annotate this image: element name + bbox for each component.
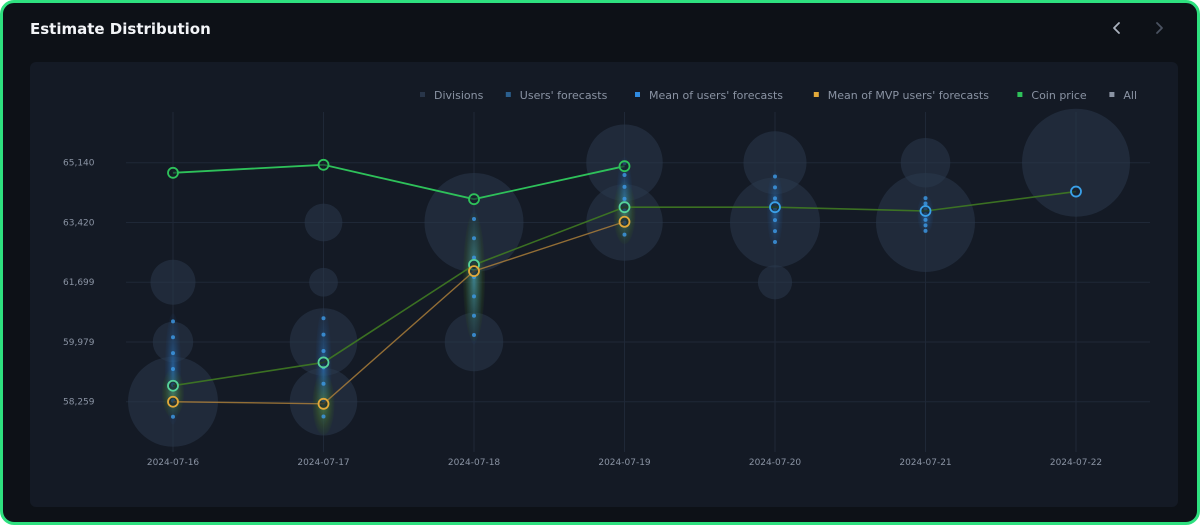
users-forecast-point xyxy=(773,185,777,190)
legend-marker xyxy=(1109,92,1115,97)
y-tick-label: 58,259 xyxy=(63,398,95,408)
legend-marker xyxy=(1017,92,1023,97)
users-forecast-point xyxy=(321,316,326,321)
legend-item[interactable]: Users' forecasts xyxy=(505,89,608,102)
series-point xyxy=(618,160,631,173)
x-tick-label: 2024-07-17 xyxy=(297,458,349,468)
users-forecast-point xyxy=(923,228,928,233)
users-forecast-point xyxy=(472,333,476,338)
users-forecast-point xyxy=(472,313,476,318)
y-tick-label: 65,140 xyxy=(63,159,95,169)
chevron-right-icon xyxy=(1156,22,1163,34)
division-bubble xyxy=(900,137,951,188)
division-bubble xyxy=(743,131,807,195)
legend-label: Mean of MVP users' forecasts xyxy=(828,89,989,102)
legend-label: Users' forecasts xyxy=(520,89,608,102)
users-forecast-point xyxy=(923,223,928,228)
legend-marker xyxy=(635,92,640,97)
series-point xyxy=(468,193,480,206)
x-tick-label: 2024-07-22 xyxy=(1050,458,1102,468)
series-point xyxy=(317,158,330,171)
users-forecast-point xyxy=(321,332,326,337)
series-point xyxy=(919,205,932,217)
users-forecast-point xyxy=(472,255,476,260)
division-bubble xyxy=(304,203,343,242)
users-forecast-point xyxy=(622,196,627,201)
users-forecast-point xyxy=(472,236,476,241)
series-point xyxy=(167,395,179,408)
users-forecast-point xyxy=(171,414,175,419)
x-tick-label: 2024-07-21 xyxy=(899,458,951,468)
series-point xyxy=(317,397,330,410)
chart-legend: All Coin price Mean of MVP users' forecast… xyxy=(420,89,1137,102)
legend-label: Mean of users' forecasts xyxy=(649,89,783,102)
legend-marker xyxy=(420,92,425,97)
users-forecast-point xyxy=(171,335,175,340)
users-forecast-point xyxy=(773,196,777,201)
users-forecast-point xyxy=(171,351,175,356)
legend-item[interactable]: Divisions xyxy=(420,89,484,102)
users-forecast-point xyxy=(622,232,627,237)
series-point xyxy=(317,356,330,369)
users-forecast-point xyxy=(622,173,627,178)
division-bubble xyxy=(1022,108,1130,217)
legend-item[interactable]: Mean of MVP users' forecasts xyxy=(813,89,989,102)
series-point xyxy=(618,215,631,228)
users-forecast-point xyxy=(321,414,326,419)
legend-marker xyxy=(505,92,511,97)
legend-item[interactable]: All xyxy=(1109,89,1137,102)
y-tick-label: 63,420 xyxy=(63,218,95,228)
users-forecast-point xyxy=(171,367,175,372)
x-tick-label: 2024-07-19 xyxy=(598,458,651,468)
series-point xyxy=(618,201,631,214)
users-forecast-point xyxy=(923,217,928,222)
legend-label: Coin price xyxy=(1031,89,1087,102)
users-forecast-point xyxy=(773,229,777,234)
series-line xyxy=(172,163,625,201)
legend-item[interactable]: Coin price xyxy=(1017,89,1087,102)
legend-label: Divisions xyxy=(434,89,484,102)
series-point xyxy=(468,265,480,277)
division-bubble xyxy=(309,267,338,297)
users-forecast-point xyxy=(321,348,326,353)
users-forecast-point xyxy=(472,216,476,221)
card-title: Estimate Distribution xyxy=(30,20,211,38)
series-point xyxy=(167,166,179,179)
division-bubble xyxy=(757,265,793,300)
users-forecast-point xyxy=(622,184,627,189)
series-point xyxy=(1070,185,1082,198)
series-point xyxy=(769,201,781,214)
estimate-distribution-chart: 58,259 59,979 61,699 63,420 65,140 2024-07-16… xyxy=(63,89,1150,468)
users-forecast-point xyxy=(923,196,928,201)
x-tick-label: 2024-07-20 xyxy=(749,458,802,468)
next-button[interactable] xyxy=(1148,17,1170,39)
users-forecast-point xyxy=(773,174,777,179)
x-tick-label: 2024-07-16 xyxy=(147,458,200,468)
legend-item[interactable]: Mean of users' forecasts xyxy=(635,89,783,102)
users-forecast-point xyxy=(321,381,326,386)
users-forecast-point xyxy=(773,240,777,245)
x-tick-label: 2024-07-18 xyxy=(448,458,501,468)
y-tick-label: 61,699 xyxy=(63,278,95,288)
division-bubble xyxy=(150,259,196,305)
previous-button[interactable] xyxy=(1106,17,1128,39)
users-forecast-point xyxy=(472,294,476,299)
y-tick-label: 59,979 xyxy=(63,338,95,348)
legend-label: All xyxy=(1123,89,1137,102)
users-forecast-point xyxy=(923,201,928,206)
chevron-left-icon xyxy=(1113,22,1120,34)
users-forecast-point xyxy=(171,319,175,324)
chart-panel: 58,259 59,979 61,699 63,420 65,140 2024-07-16… xyxy=(30,62,1178,507)
legend-marker xyxy=(813,92,819,97)
series-line xyxy=(172,221,625,405)
series-point xyxy=(167,379,179,392)
users-forecast-point xyxy=(773,218,777,223)
